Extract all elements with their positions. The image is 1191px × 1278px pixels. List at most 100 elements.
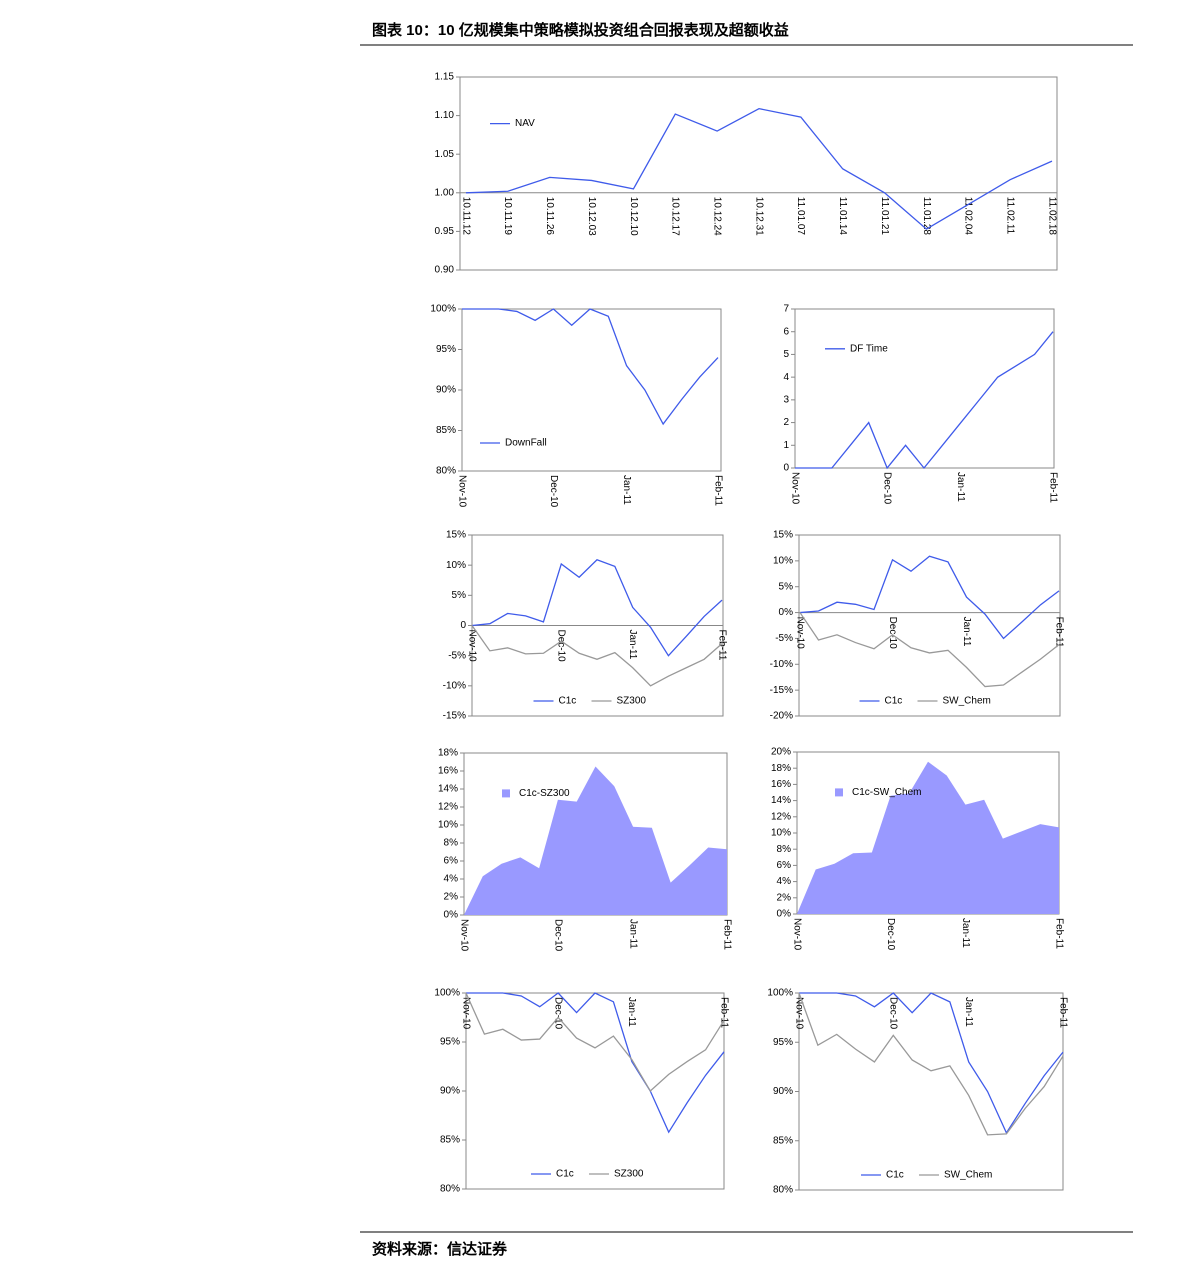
y-tick-label: 85% xyxy=(773,1135,793,1146)
y-tick-label: 15% xyxy=(446,530,466,541)
x-tick-label: Dec-10 xyxy=(553,997,564,1030)
y-tick-label: 1.05 xyxy=(435,149,455,160)
x-tick-label: 11.01.21 xyxy=(879,197,890,236)
y-tick-label: 0 xyxy=(783,463,789,474)
x-tick-label: Dec-10 xyxy=(552,919,563,952)
series-area xyxy=(797,761,1059,914)
x-tick-label: 10.12.03 xyxy=(586,197,597,236)
x-tick-label: Jan-11 xyxy=(960,918,971,948)
x-tick-label: Nov-10 xyxy=(793,997,804,1030)
x-tick-label: 11.02.04 xyxy=(963,197,974,236)
x-tick-label: 11.01.14 xyxy=(837,197,848,236)
series-line xyxy=(799,555,1060,640)
y-tick-label: 12% xyxy=(438,802,458,813)
y-tick-label: 2 xyxy=(783,417,789,428)
plot-frame xyxy=(798,992,1064,1191)
legend-label: SZ300 xyxy=(617,696,647,707)
x-tick-label: 10.12.17 xyxy=(670,197,681,236)
y-tick-label: 100% xyxy=(430,304,456,315)
x-tick-label: 11.02.18 xyxy=(1046,197,1057,236)
x-tick-label: 10.11.12 xyxy=(460,197,471,236)
legend-swatch xyxy=(835,788,843,797)
series-line xyxy=(465,107,1053,230)
y-tick-label: 10% xyxy=(446,560,466,571)
y-tick-label: 5 xyxy=(783,349,789,360)
y-tick-label: 8% xyxy=(777,844,792,855)
x-tick-label: 10.12.10 xyxy=(628,197,639,236)
series-line xyxy=(465,992,725,1093)
y-tick-label: 1 xyxy=(783,440,789,451)
series-area xyxy=(464,766,727,915)
x-tick-label: Nov-10 xyxy=(794,617,805,650)
x-tick-label: Feb-11 xyxy=(1053,617,1064,648)
x-tick-label: Jan-11 xyxy=(963,997,974,1027)
y-tick-label: 90% xyxy=(440,1086,460,1097)
x-tick-label: Dec-10 xyxy=(548,475,559,508)
x-tick-label: Jan-11 xyxy=(955,472,966,502)
x-tick-label: Feb-11 xyxy=(721,919,732,950)
series-line xyxy=(462,308,719,426)
x-tick-label: Nov-10 xyxy=(456,475,467,508)
y-tick-label: 20% xyxy=(771,747,791,758)
x-tick-label: 11.01.07 xyxy=(795,197,806,236)
y-tick-label: -5% xyxy=(775,633,793,644)
x-tick-label: 10.11.26 xyxy=(544,197,555,236)
legend-label: NAV xyxy=(515,118,535,129)
y-tick-label: 12% xyxy=(771,811,791,822)
y-tick-label: 15% xyxy=(773,530,793,541)
y-tick-label: 85% xyxy=(440,1135,460,1146)
y-tick-label: 80% xyxy=(436,466,456,477)
y-tick-label: 0% xyxy=(777,909,792,920)
y-tick-label: 0% xyxy=(444,910,459,921)
y-tick-label: -15% xyxy=(443,711,466,722)
x-tick-label: Feb-11 xyxy=(1047,472,1058,503)
y-tick-label: 18% xyxy=(771,763,791,774)
legend-label: SW_Chem xyxy=(944,1170,992,1181)
y-tick-label: 0.90 xyxy=(435,265,455,276)
y-tick-label: 90% xyxy=(773,1086,793,1097)
x-tick-label: Dec-10 xyxy=(556,630,567,663)
x-tick-label: Nov-10 xyxy=(458,919,469,952)
y-tick-label: 4% xyxy=(777,876,792,887)
x-tick-label: Jan-11 xyxy=(621,475,632,505)
y-tick-label: 1.00 xyxy=(435,187,455,198)
x-tick-label: Feb-11 xyxy=(1057,997,1068,1028)
y-tick-label: 0 xyxy=(460,620,466,631)
x-tick-label: Nov-10 xyxy=(460,997,471,1030)
series-line xyxy=(798,992,1064,1136)
y-tick-label: 6 xyxy=(783,326,789,337)
x-tick-label: Jan-11 xyxy=(627,919,638,949)
y-tick-label: 8% xyxy=(444,838,459,849)
legend-label: C1c xyxy=(556,1169,574,1180)
series-line xyxy=(466,992,725,1134)
y-tick-label: 0.95 xyxy=(435,226,455,237)
y-tick-label: 10% xyxy=(771,828,791,839)
legend-label: C1c xyxy=(885,696,903,707)
y-tick-label: 16% xyxy=(771,779,791,790)
x-tick-label: Feb-11 xyxy=(716,630,727,661)
x-tick-label: Dec-10 xyxy=(882,472,893,505)
plot-frame xyxy=(465,992,725,1190)
series-line xyxy=(471,625,723,687)
legend-label: DownFall xyxy=(505,438,547,449)
y-tick-label: 1.15 xyxy=(435,72,455,83)
plot-frame xyxy=(794,308,1055,469)
y-tick-label: 85% xyxy=(436,425,456,436)
y-tick-label: 10% xyxy=(773,555,793,566)
x-tick-label: Nov-10 xyxy=(466,630,477,663)
x-tick-label: Nov-10 xyxy=(791,918,802,951)
x-tick-label: Dec-10 xyxy=(885,918,896,951)
y-tick-label: 3 xyxy=(783,394,789,405)
y-tick-label: 1.10 xyxy=(435,110,455,121)
legend-label: C1c-SW_Chem xyxy=(852,787,921,798)
y-tick-label: 6% xyxy=(777,860,792,871)
x-tick-label: Nov-10 xyxy=(789,472,800,505)
legend-label: SW_Chem xyxy=(943,696,991,707)
y-tick-label: 5% xyxy=(452,590,467,601)
y-tick-label: 5% xyxy=(779,581,794,592)
y-tick-label: 100% xyxy=(767,988,793,999)
y-tick-label: 100% xyxy=(434,988,460,999)
page-title: 图表 10：10 亿规模集中策略模拟投资组合回报表现及超额收益 xyxy=(372,21,789,39)
y-tick-label: 90% xyxy=(436,385,456,396)
